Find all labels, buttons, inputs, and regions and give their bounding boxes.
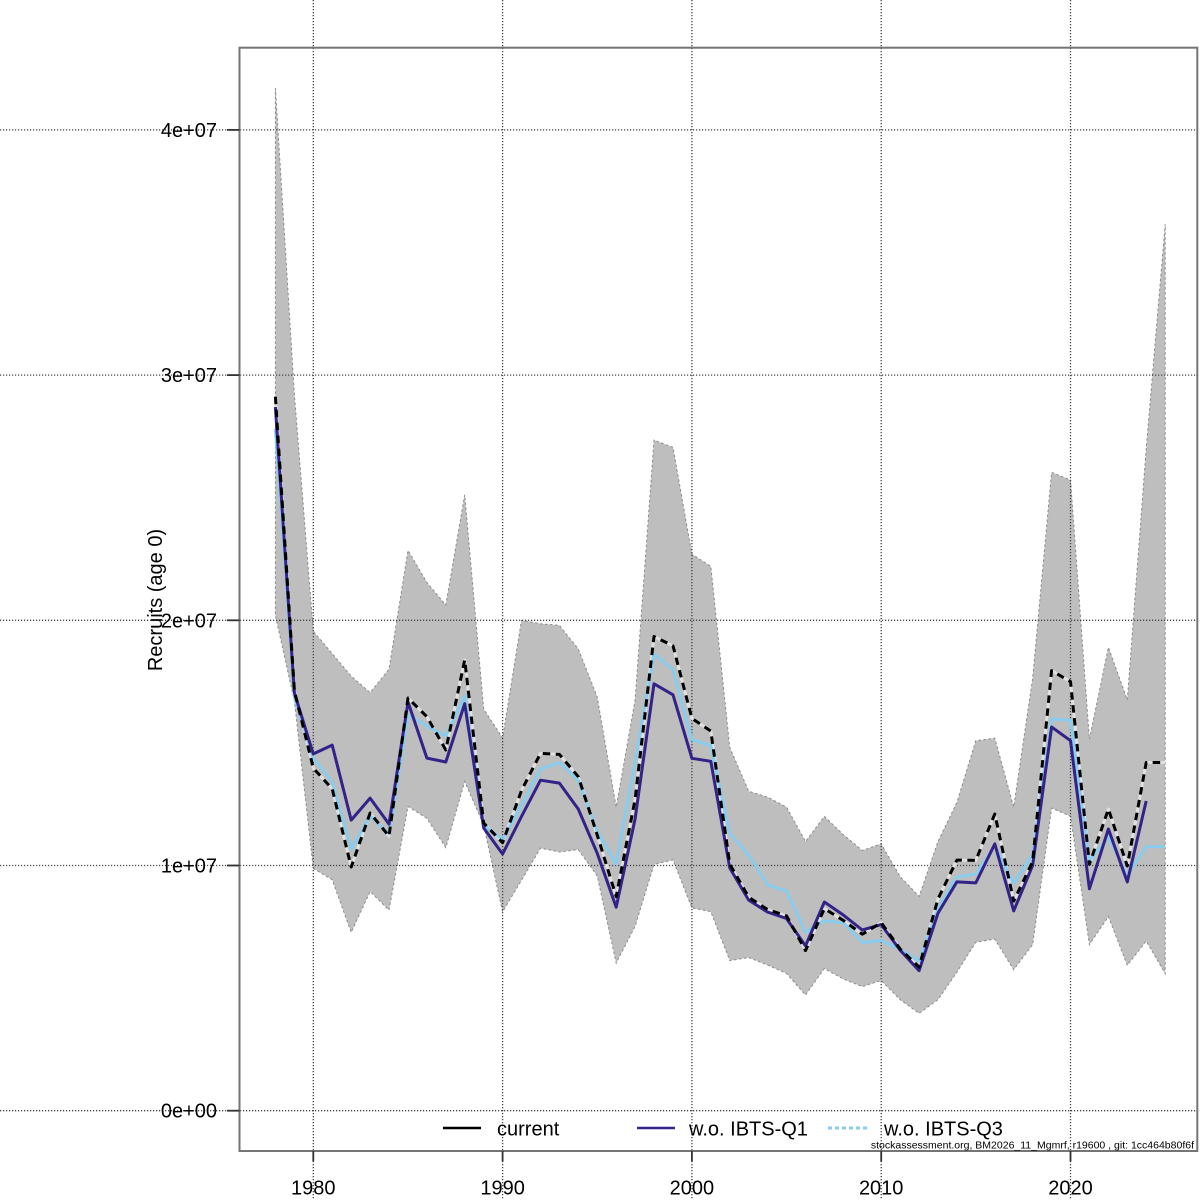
- svg-text:1e+07: 1e+07: [161, 856, 217, 878]
- svg-text:4e+07: 4e+07: [161, 120, 217, 142]
- svg-text:1980: 1980: [291, 1178, 336, 1200]
- svg-text:2000: 2000: [670, 1178, 715, 1200]
- svg-text:2e+07: 2e+07: [161, 610, 217, 632]
- svg-text:Recruits (age 0): Recruits (age 0): [145, 529, 167, 671]
- svg-text:1990: 1990: [480, 1178, 525, 1200]
- svg-text:3e+07: 3e+07: [161, 365, 217, 387]
- svg-text:stockassessment.org, BM2026_11: stockassessment.org, BM2026_11_Mgmrf, r1…: [871, 1140, 1194, 1152]
- svg-text:w.o. IBTS-Q3: w.o. IBTS-Q3: [883, 1119, 1003, 1141]
- svg-text:w.o. IBTS-Q1: w.o. IBTS-Q1: [688, 1119, 808, 1141]
- svg-text:2020: 2020: [1048, 1178, 1093, 1200]
- svg-text:current: current: [497, 1119, 560, 1141]
- svg-text:0e+00: 0e+00: [161, 1101, 217, 1123]
- svg-text:2010: 2010: [859, 1178, 904, 1200]
